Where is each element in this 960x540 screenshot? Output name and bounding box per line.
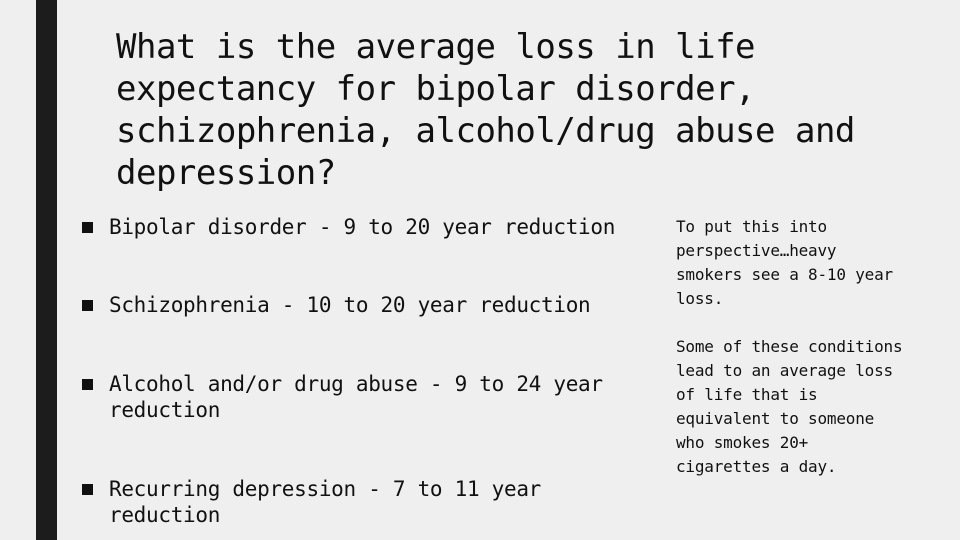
bullet-item-alcohol-drug: Alcohol and/or drug abuse - 9 to 24 year… xyxy=(82,371,662,423)
side-note-comparison: Some of these conditions lead to an aver… xyxy=(676,337,903,476)
square-bullet-icon xyxy=(82,300,93,311)
bullet-text: Recurring depression - 7 to 11 year redu… xyxy=(109,477,542,527)
square-bullet-icon xyxy=(82,379,93,390)
square-bullet-icon xyxy=(82,222,93,233)
square-bullet-icon xyxy=(82,484,93,495)
accent-bar xyxy=(36,0,57,540)
bullet-item-depression: Recurring depression - 7 to 11 year redu… xyxy=(82,476,662,528)
slide-title: What is the average loss in life expecta… xyxy=(116,27,855,193)
bullet-text: Alcohol and/or drug abuse - 9 to 24 year… xyxy=(109,372,603,422)
bullet-item-bipolar: Bipolar disorder - 9 to 20 year reductio… xyxy=(82,214,662,240)
side-note-perspective: To put this into perspective…heavy smoke… xyxy=(676,217,893,308)
bullet-item-schizophrenia: Schizophrenia - 10 to 20 year reduction xyxy=(82,292,662,318)
bullet-text: Schizophrenia - 10 to 20 year reduction xyxy=(109,293,591,317)
bullet-text: Bipolar disorder - 9 to 20 year reductio… xyxy=(109,215,616,239)
